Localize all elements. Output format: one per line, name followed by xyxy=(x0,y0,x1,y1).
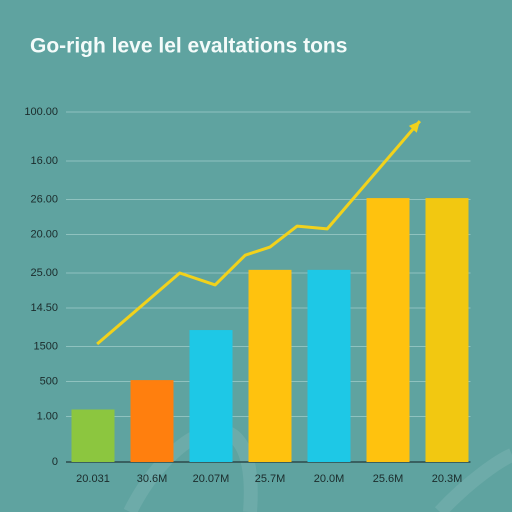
bar xyxy=(248,269,292,462)
x-tick-label: 30.6M xyxy=(137,473,168,485)
y-tick-label: 14.50 xyxy=(30,302,58,314)
y-tick-label: 16.00 xyxy=(30,155,58,167)
y-tick-label: 26.00 xyxy=(30,193,58,205)
y-tick-label: 1.00 xyxy=(37,410,58,422)
chart-title: Go-righ leve lel evaltations tons xyxy=(30,35,347,58)
x-tick-label: 25.6M xyxy=(373,473,404,485)
x-tick-label: 20.07M xyxy=(193,473,230,485)
bar xyxy=(130,380,174,462)
background-swoosh xyxy=(434,448,512,512)
y-tick-label: 20.00 xyxy=(30,228,58,240)
bar xyxy=(366,198,410,462)
y-tick-label: 0 xyxy=(52,456,58,468)
y-tick-label: 100.00 xyxy=(24,106,58,118)
y-tick-label: 500 xyxy=(40,375,58,387)
bar xyxy=(425,198,469,462)
trend-arrowhead xyxy=(408,121,420,133)
x-tick-label: 20.0M xyxy=(314,473,345,485)
bar xyxy=(189,330,233,462)
bar xyxy=(71,409,115,462)
x-tick-label: 20.031 xyxy=(76,473,110,485)
bar xyxy=(307,269,351,462)
y-tick-label: 1500 xyxy=(34,340,58,352)
y-tick-label: 25.00 xyxy=(30,267,58,279)
trend-line xyxy=(96,120,421,346)
x-tick-label: 25.7M xyxy=(255,473,286,485)
x-tick-label: 20.3M xyxy=(432,473,463,485)
